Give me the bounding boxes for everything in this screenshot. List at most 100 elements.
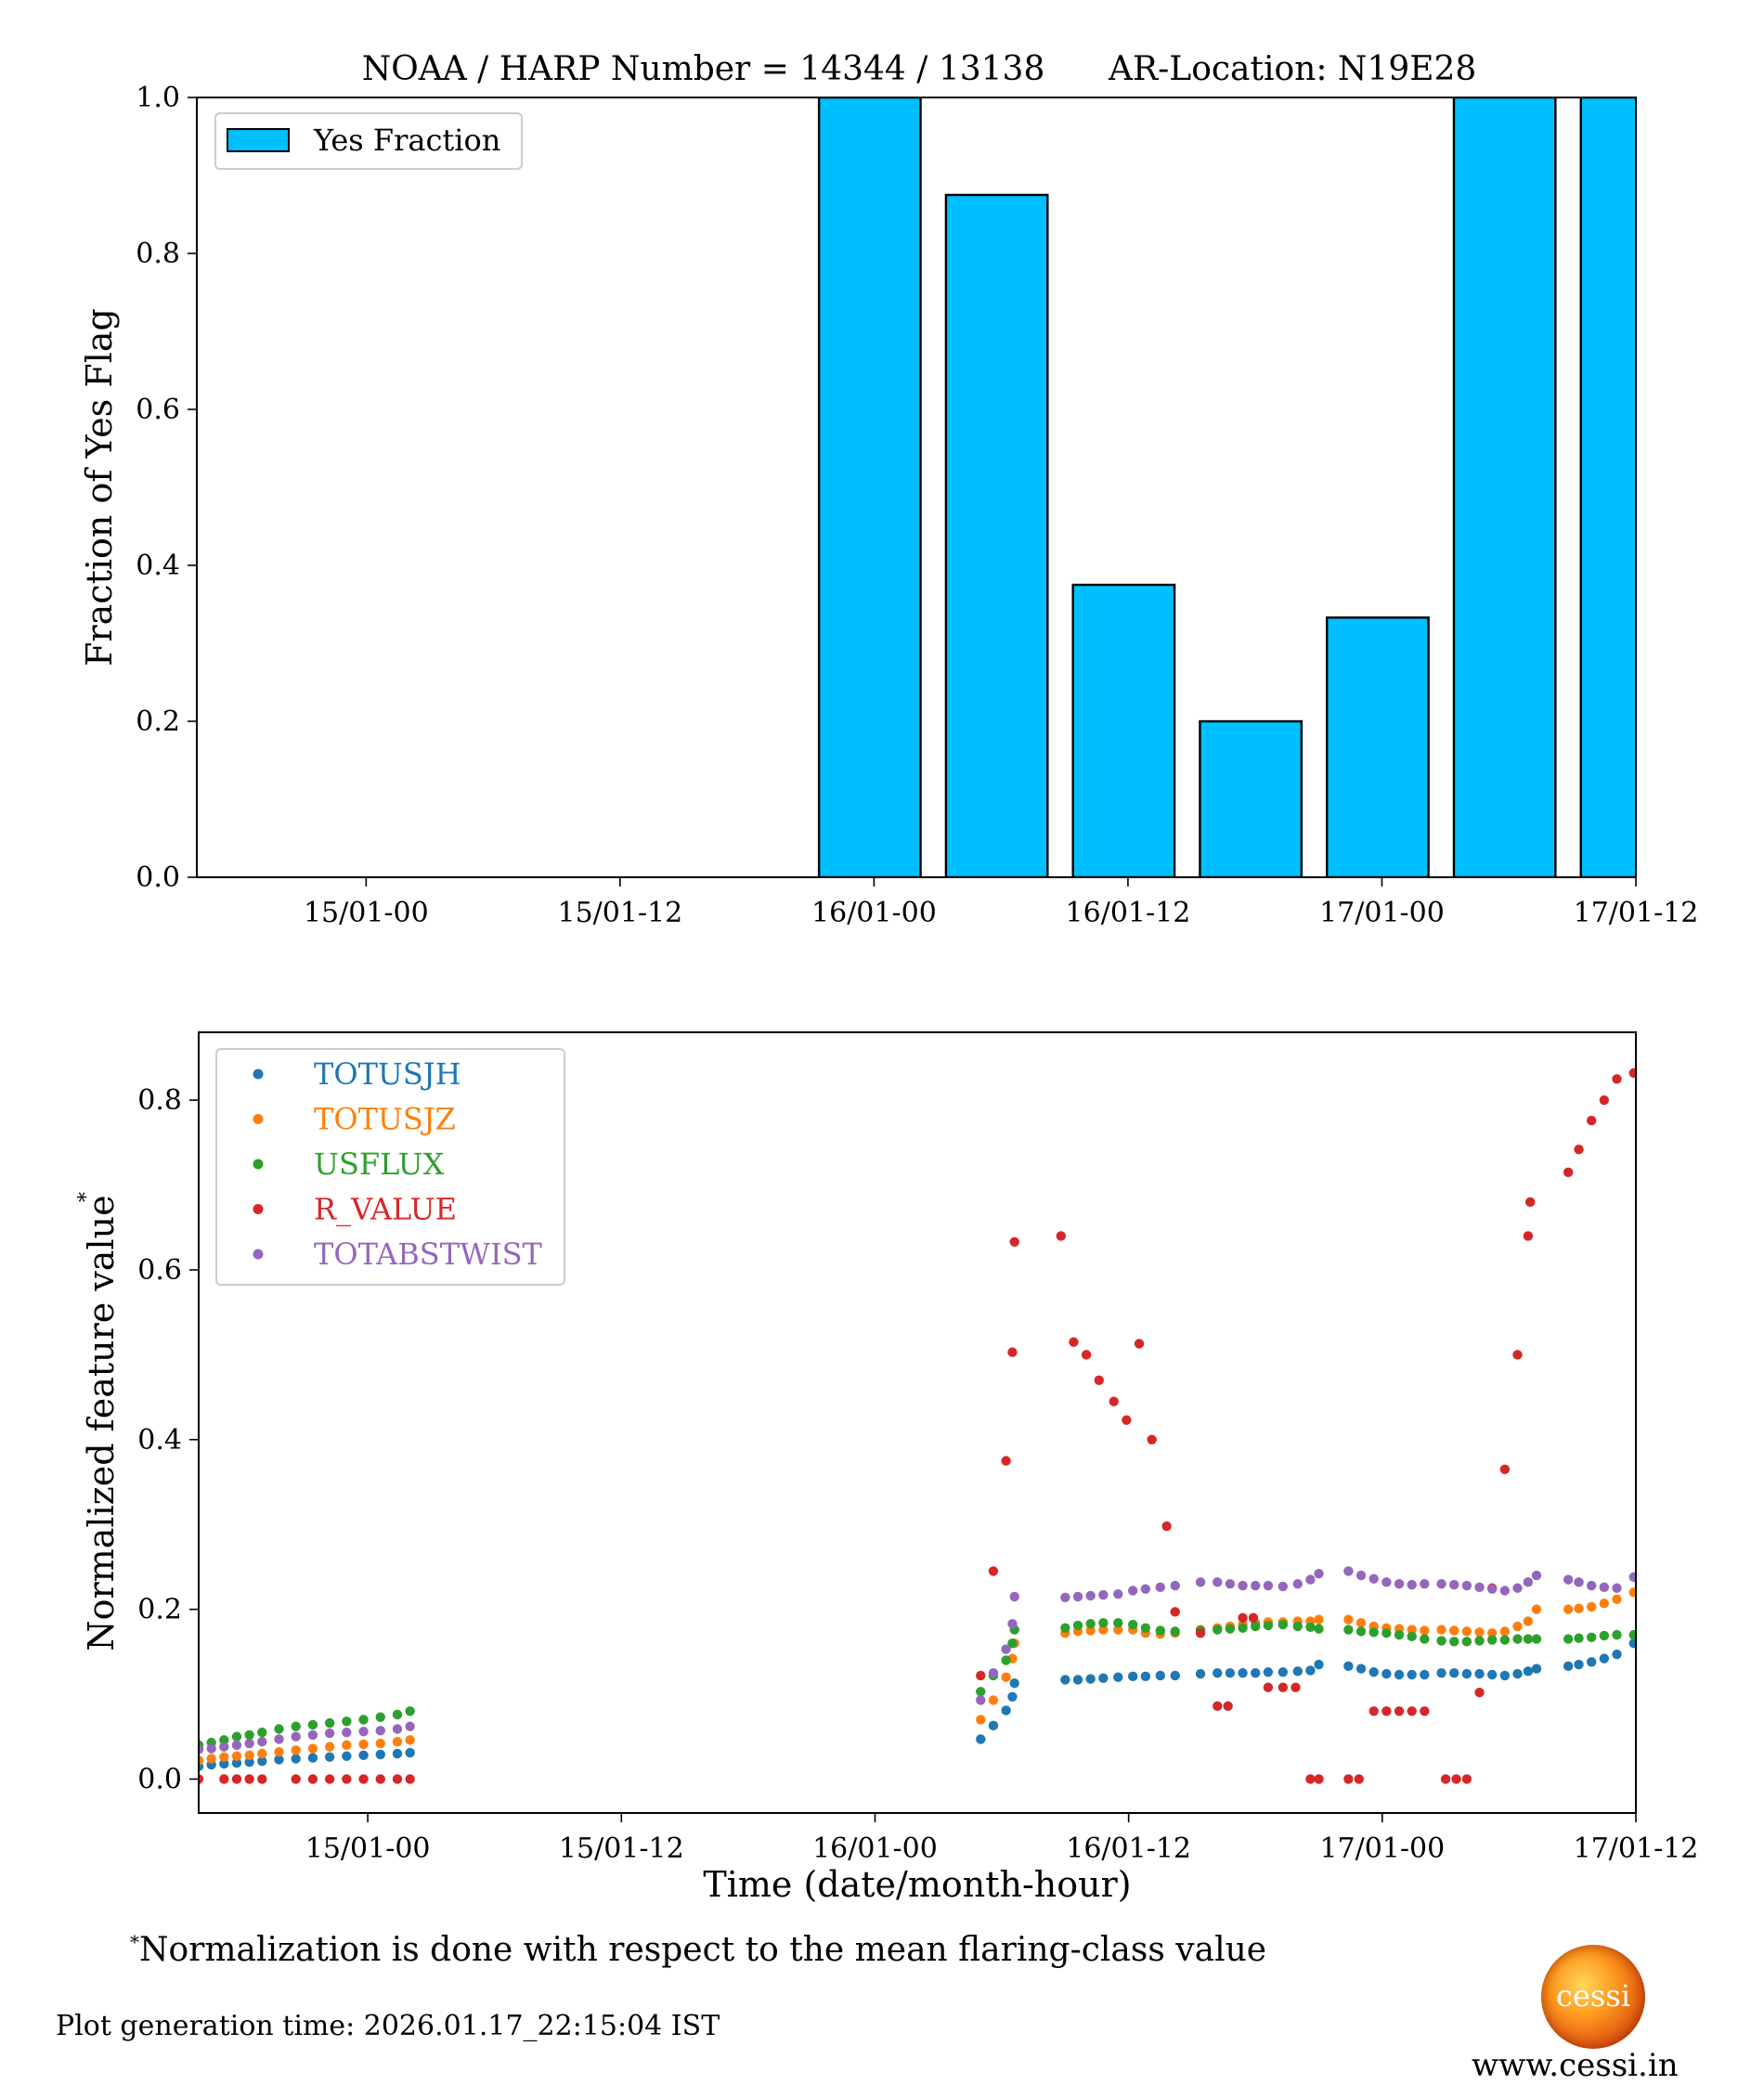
- data-point: [342, 1740, 352, 1751]
- data-point: [1278, 1667, 1289, 1677]
- bar: [1199, 719, 1304, 877]
- data-point: [1305, 1574, 1316, 1585]
- data-point: [1487, 1584, 1498, 1594]
- data-point: [976, 1734, 986, 1744]
- data-point: [1007, 1618, 1018, 1629]
- data-point: [1155, 1625, 1165, 1636]
- data-point: [1292, 1666, 1303, 1677]
- legend-box: [215, 1048, 565, 1286]
- data-point: [1238, 1667, 1248, 1678]
- data-point: [405, 1774, 415, 1784]
- data-point: [1474, 1687, 1485, 1698]
- legend: Yes Fraction: [214, 112, 523, 170]
- plot-frame: [196, 97, 1637, 878]
- x-tick-label: 16/01-00: [812, 1833, 938, 1865]
- data-point: [1586, 1115, 1597, 1126]
- y-tick-label: 0.2: [137, 1594, 182, 1626]
- data-point: [1612, 1074, 1622, 1084]
- data-point: [392, 1724, 403, 1734]
- data-point: [1140, 1584, 1151, 1594]
- data-point: [1512, 1621, 1523, 1632]
- y-axis-label: Normalized feature value: [81, 1195, 122, 1651]
- data-point: [1007, 1347, 1018, 1357]
- data-point: [1009, 1237, 1019, 1247]
- data-point: [1368, 1627, 1379, 1638]
- data-point: [274, 1724, 284, 1734]
- data-point: [1574, 1633, 1584, 1643]
- legend-box: [214, 112, 523, 170]
- data-point: [1599, 1599, 1610, 1609]
- data-point: [375, 1749, 385, 1760]
- legend: TOTUSJH TOTUSJZ USFLUX R_VALUE TOTABSTWIST: [215, 1048, 565, 1286]
- x-tick-label: 16/01-12: [1066, 897, 1191, 929]
- data-point: [1278, 1619, 1289, 1630]
- y-tick-label: 0.0: [136, 861, 180, 894]
- data-point: [358, 1715, 369, 1725]
- data-point: [206, 1743, 216, 1754]
- scatter-points: [199, 1068, 1636, 1784]
- data-point: [274, 1755, 284, 1765]
- data-point: [1499, 1626, 1511, 1637]
- data-point: [375, 1738, 385, 1749]
- bar: [1579, 97, 1636, 877]
- data-point: [1563, 1574, 1574, 1585]
- data-point: [1098, 1589, 1109, 1600]
- data-point: [1085, 1618, 1096, 1629]
- data-point: [307, 1753, 318, 1763]
- series-totabstwist: [199, 1566, 1636, 1755]
- data-point: [1355, 1618, 1367, 1628]
- data-point: [1060, 1675, 1070, 1685]
- data-point: [1523, 1666, 1534, 1677]
- series-usflux: [199, 1618, 1636, 1751]
- x-tick-label: 17/01-12: [1574, 897, 1699, 929]
- data-point: [1563, 1634, 1574, 1644]
- data-point: [231, 1774, 242, 1784]
- data-point: [324, 1752, 335, 1762]
- data-point: [988, 1695, 999, 1705]
- data-point: [206, 1754, 216, 1764]
- data-point: [1436, 1636, 1446, 1646]
- data-point: [307, 1729, 318, 1741]
- data-point: [1094, 1375, 1104, 1385]
- data-point: [1354, 1774, 1364, 1784]
- data-point: [1612, 1594, 1622, 1604]
- data-point: [1113, 1618, 1123, 1628]
- data-point: [1574, 1144, 1584, 1155]
- data-point: [1420, 1625, 1430, 1636]
- data-point: [291, 1745, 301, 1755]
- website-link[interactable]: www.cessi.in: [1472, 2047, 1679, 2084]
- data-point: [1474, 1668, 1485, 1679]
- legend-label: Yes Fraction: [313, 123, 500, 158]
- data-point: [1155, 1582, 1165, 1593]
- data-point: [1499, 1586, 1511, 1596]
- data-point: [1628, 1068, 1636, 1079]
- data-point: [358, 1727, 369, 1737]
- data-point: [988, 1667, 999, 1678]
- data-point: [1098, 1625, 1109, 1635]
- data-point: [1170, 1580, 1180, 1591]
- data-point: [1407, 1631, 1417, 1642]
- data-point: [244, 1750, 254, 1761]
- data-point: [358, 1750, 369, 1761]
- data-point: [405, 1706, 415, 1716]
- data-point: [1451, 1774, 1461, 1784]
- data-point: [342, 1751, 352, 1761]
- y-tick-label: 1.0: [136, 82, 180, 114]
- data-point: [1056, 1231, 1067, 1241]
- x-tick-label: 15/01-00: [304, 897, 429, 929]
- normalization-footnote: *Normalization is done with respect to t…: [130, 1931, 1266, 1969]
- data-point: [1007, 1638, 1018, 1649]
- data-point: [1407, 1706, 1417, 1716]
- data-point: [1461, 1774, 1472, 1784]
- data-point: [342, 1727, 352, 1738]
- cessi-logo[interactable]: cessi: [1541, 1945, 1645, 2049]
- data-point: [1060, 1623, 1070, 1633]
- data-point: [1599, 1630, 1610, 1641]
- data-point: [1343, 1614, 1354, 1625]
- data-point: [219, 1774, 229, 1784]
- yes-fraction-bar-chart: 15/01-00 15/01-12 16/01-00 16/01-12 17/01-00…: [79, 82, 1698, 929]
- data-point: [1314, 1659, 1324, 1670]
- data-point: [1474, 1636, 1485, 1646]
- data-point: [976, 1695, 986, 1705]
- data-point: [244, 1729, 254, 1741]
